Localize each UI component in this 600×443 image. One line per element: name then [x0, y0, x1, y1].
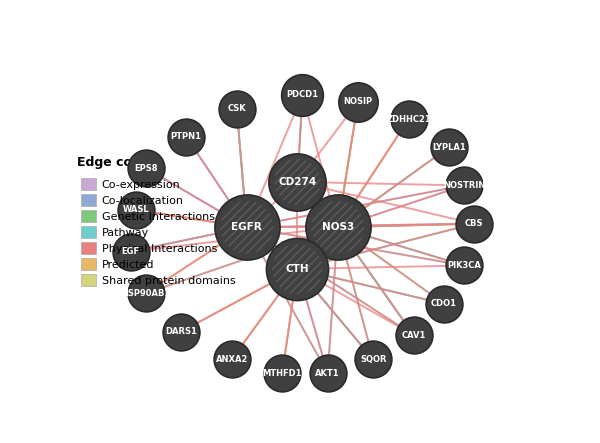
Point	[439, 300, 449, 307]
Text: SQOR: SQOR	[360, 355, 386, 364]
Text: WASL: WASL	[122, 205, 149, 214]
Text: CTH: CTH	[286, 264, 309, 274]
Point	[181, 133, 191, 140]
Point	[404, 116, 413, 123]
Text: CD274: CD274	[278, 177, 317, 187]
Point	[444, 144, 454, 151]
Point	[293, 265, 302, 272]
Point	[227, 356, 236, 363]
Text: HSP90AB1: HSP90AB1	[121, 289, 170, 298]
Text: CDO1: CDO1	[431, 299, 457, 308]
Point	[141, 290, 151, 297]
Text: PTPN1: PTPN1	[170, 132, 202, 141]
Text: CAV1: CAV1	[401, 330, 426, 340]
Text: CSK: CSK	[227, 105, 246, 113]
Text: NOS3: NOS3	[322, 222, 354, 232]
Point	[368, 356, 378, 363]
Point	[323, 370, 332, 377]
Point	[298, 91, 307, 98]
Point	[333, 224, 343, 231]
Text: Edge color: Edge color	[77, 156, 151, 169]
Point	[469, 220, 479, 227]
Point	[353, 98, 363, 105]
Text: EGF: EGF	[122, 247, 140, 256]
Text: NOSIP: NOSIP	[343, 97, 373, 106]
Point	[176, 328, 186, 335]
Text: CBS: CBS	[465, 219, 484, 228]
Text: PIK3CA: PIK3CA	[447, 261, 481, 270]
Text: EPS8: EPS8	[134, 163, 158, 172]
Text: ZDHHC21: ZDHHC21	[386, 115, 431, 124]
Text: AKT1: AKT1	[316, 369, 340, 378]
Text: NOSTRIN: NOSTRIN	[443, 181, 485, 190]
Point	[293, 179, 302, 186]
Point	[242, 224, 251, 231]
Text: MTHFD1: MTHFD1	[262, 369, 302, 378]
Text: EGFR: EGFR	[232, 222, 262, 232]
Point	[277, 370, 287, 377]
Point	[131, 206, 140, 214]
Point	[232, 105, 242, 113]
Text: ANXA2: ANXA2	[215, 355, 248, 364]
Legend: Co-expression, Co-localization, Genetic Interactions, Pathway, Physical Interact: Co-expression, Co-localization, Genetic …	[80, 178, 235, 286]
Point	[126, 248, 136, 255]
Point	[460, 182, 469, 189]
Point	[409, 331, 418, 338]
Text: PDCD1: PDCD1	[286, 90, 319, 99]
Text: LYPLA1: LYPLA1	[432, 143, 466, 152]
Point	[460, 262, 469, 269]
Point	[141, 164, 151, 171]
Text: DARS1: DARS1	[165, 327, 197, 336]
